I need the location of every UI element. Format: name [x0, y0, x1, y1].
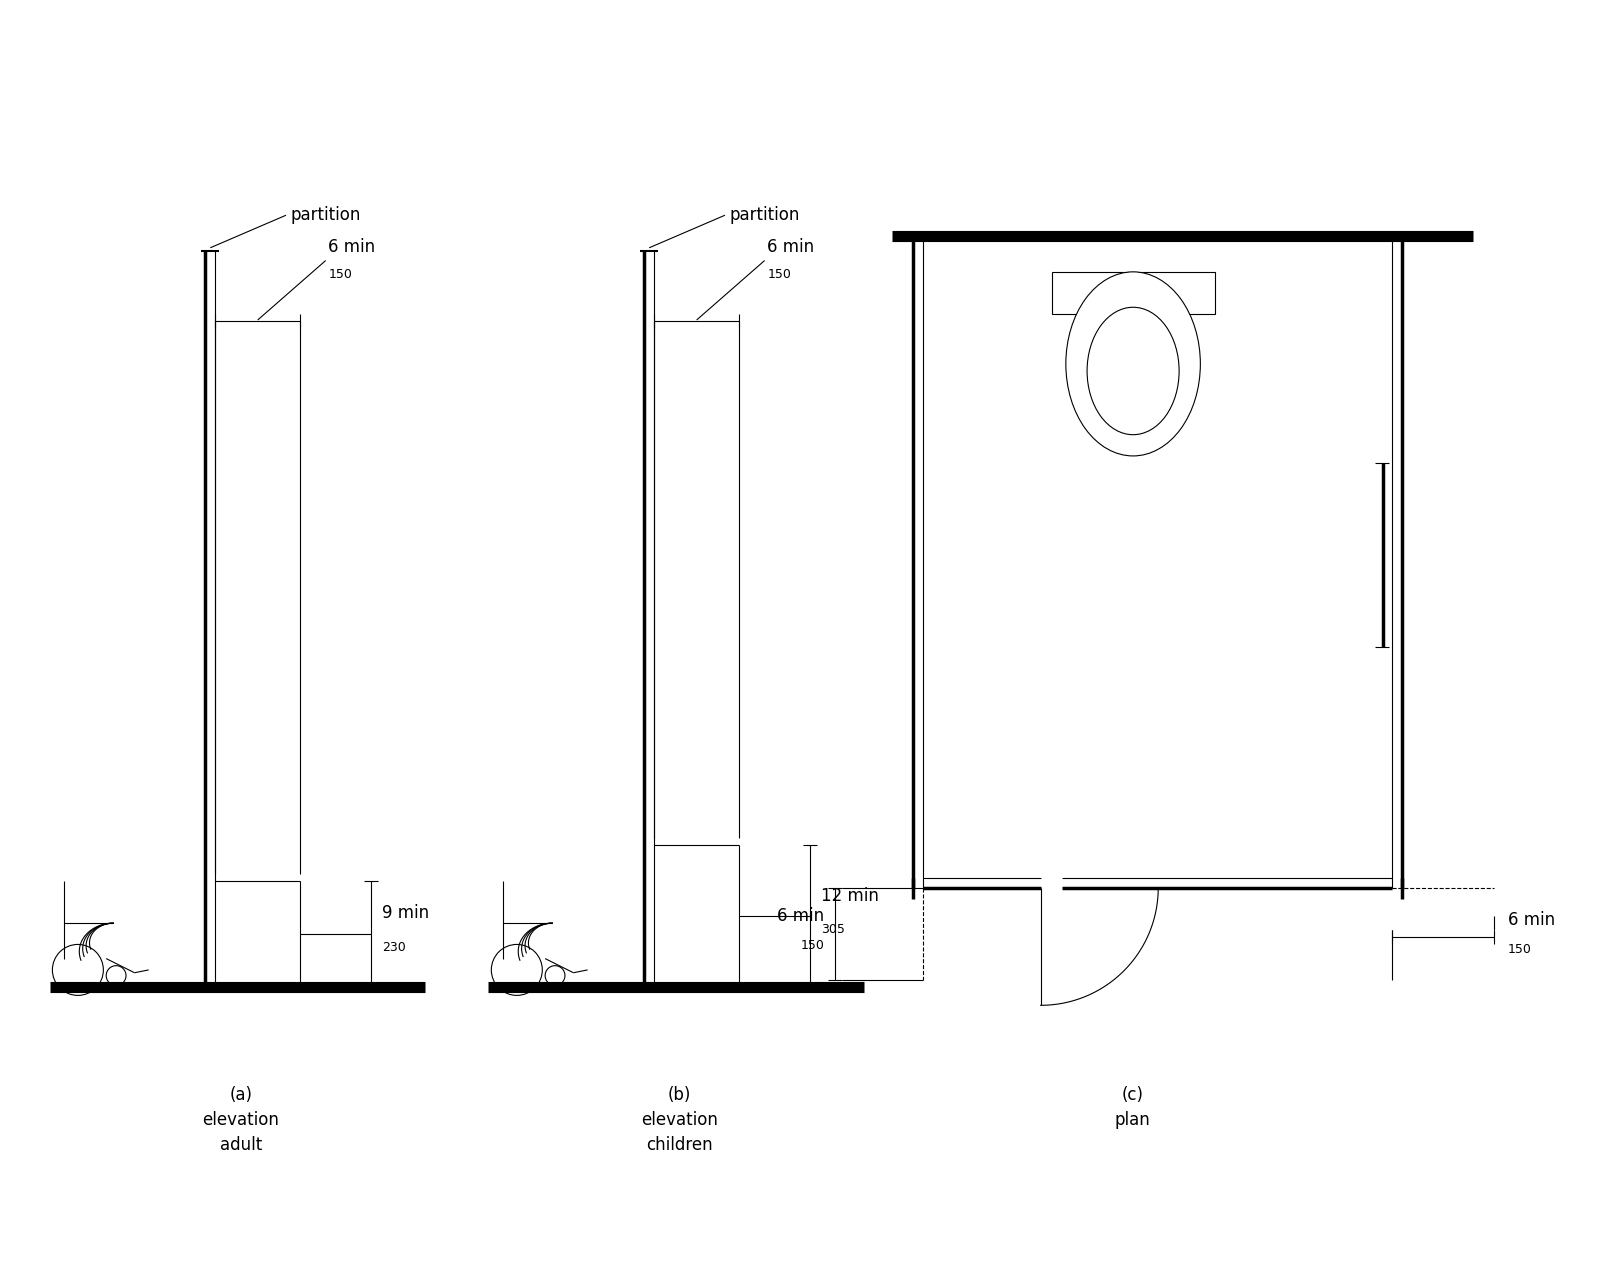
Text: 230: 230	[382, 941, 406, 954]
Text: (b)
elevation
children: (b) elevation children	[642, 1085, 718, 1155]
Text: 150: 150	[328, 268, 352, 280]
Text: partition: partition	[730, 206, 800, 224]
Ellipse shape	[1086, 307, 1179, 435]
Text: 12 min: 12 min	[821, 887, 878, 905]
Text: 150: 150	[800, 940, 824, 952]
Text: 6 min: 6 min	[1507, 911, 1555, 929]
Bar	[1051, 271, 1214, 315]
Text: (c)
plan: (c) plan	[1115, 1085, 1150, 1129]
Text: 9 min: 9 min	[382, 905, 429, 923]
Text: 150: 150	[1507, 943, 1531, 956]
Ellipse shape	[1066, 271, 1200, 456]
Text: 6 min: 6 min	[778, 908, 824, 925]
Text: 6 min: 6 min	[328, 238, 376, 256]
Text: 6 min: 6 min	[768, 238, 814, 256]
Text: 150: 150	[768, 268, 792, 280]
Text: partition: partition	[290, 206, 360, 224]
Text: (a)
elevation
adult: (a) elevation adult	[202, 1085, 278, 1155]
Text: 305: 305	[821, 923, 845, 936]
